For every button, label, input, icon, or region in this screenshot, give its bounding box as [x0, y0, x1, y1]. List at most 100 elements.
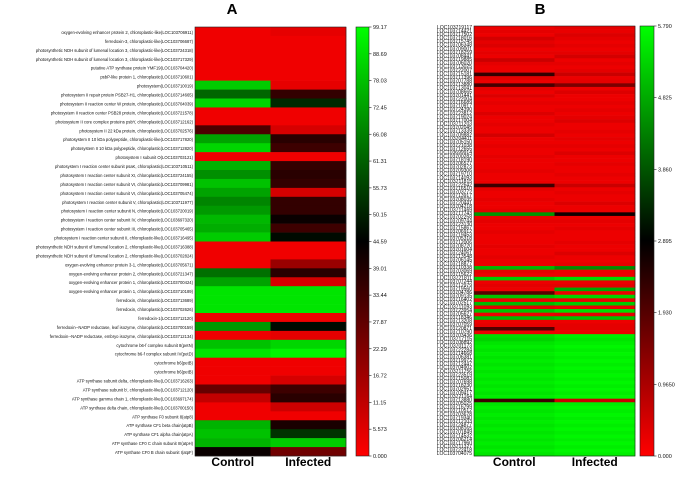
heatmap-cell [474, 380, 555, 385]
heatmap-cell [270, 107, 347, 117]
heatmap-cell [474, 398, 555, 403]
heatmap-cell [554, 226, 636, 231]
heatmap-cell [474, 119, 555, 124]
heatmap-cell [474, 58, 555, 63]
heatmap-cell [474, 334, 555, 339]
heatmap-cell [195, 125, 271, 135]
row-label: LOC103723519 [437, 372, 473, 378]
heatmap-cell [474, 416, 555, 421]
colorbar-tick-label: 78.03 [373, 79, 387, 85]
heatmap-cell [270, 152, 347, 162]
heatmap-cell [554, 101, 636, 106]
heatmap-cell [195, 53, 271, 64]
row-label: LOC103721164 [437, 394, 472, 400]
colorbar-tick-label: 27.87 [373, 320, 387, 326]
heatmap-cell [474, 244, 555, 249]
heatmap-cell [474, 294, 555, 299]
heatmap-cell [270, 170, 347, 180]
heatmap-cells-a [195, 27, 347, 457]
heatmap-cell [270, 429, 347, 439]
row-label: LOC103716689 [437, 100, 473, 106]
row-label: LOC103711203 [437, 122, 472, 128]
column-labels-b: Control Infected [493, 455, 618, 469]
heatmap-cell [270, 125, 347, 135]
heatmap-cell [474, 226, 555, 231]
heatmap-cell [554, 284, 636, 288]
heatmap-cell [474, 83, 555, 88]
heatmap-cell [554, 241, 636, 245]
heatmap-cell [554, 158, 636, 163]
heatmap-cell [474, 441, 555, 446]
heatmap-cell [474, 147, 555, 152]
heatmap-cell [474, 430, 555, 435]
heatmap-cell [195, 339, 271, 350]
heatmap-cell [474, 43, 555, 48]
heatmap-cell [474, 115, 555, 120]
heatmap-cell [554, 294, 636, 299]
heatmap-cell [554, 298, 636, 303]
heatmap-cell [554, 51, 636, 55]
heatmap-cell [270, 232, 347, 242]
heatmap-cell [554, 244, 636, 249]
heatmap-cell [554, 391, 636, 396]
heatmap-cell [474, 337, 555, 342]
row-label: LOC103708892 [437, 340, 473, 346]
heatmap-cell [195, 205, 271, 215]
row-label: ferredoxin--NADP reductase, embryo isozy… [50, 334, 194, 339]
heatmap-cell [270, 35, 347, 46]
row-label: LOC103718259 [437, 50, 473, 56]
heatmap-cell [474, 176, 555, 181]
heatmap-cell [474, 420, 555, 425]
heatmap-cell [270, 357, 347, 367]
heatmap-cell [474, 402, 555, 407]
heatmap-cell [474, 219, 555, 224]
colorbar-tick-label: 88.69 [373, 52, 387, 58]
heatmap-cell [554, 441, 636, 446]
row-label: LOC103719340 [437, 415, 473, 421]
heatmap-cell [270, 268, 347, 278]
row-label: photosystem I reaction center subunit II… [54, 236, 193, 241]
heatmap-cell [195, 196, 271, 207]
row-label: ATP synthase F0 subunit 8(atp8) [132, 414, 193, 419]
row-label: LOC103701173 [437, 344, 472, 350]
heatmap-cell [554, 129, 636, 134]
heatmap-cell [474, 370, 555, 374]
heatmap-cell [554, 251, 636, 256]
heatmap-cell [195, 143, 271, 153]
row-label: oxygen-evolving enhancer protein 2, chlo… [69, 271, 194, 276]
row-label: LOC103713917 [437, 193, 473, 199]
heatmap-cell [554, 104, 636, 109]
row-label: LOC103702258 [437, 215, 473, 221]
colorbar-tick-label: 33.44 [373, 293, 387, 299]
heatmap-cell [270, 89, 347, 99]
heatmap-cell [474, 33, 555, 38]
heatmap-cell [474, 190, 555, 195]
heatmap-cell [474, 208, 555, 213]
heatmap-cell [270, 241, 347, 251]
colorbar-tick-label: 0.000 [658, 454, 672, 460]
heatmap-cell [474, 129, 555, 134]
heatmap-cell [554, 215, 636, 220]
heatmap-cell [554, 208, 636, 213]
heatmap-cell [554, 269, 636, 274]
heatmap-cell [474, 180, 555, 184]
heatmap-cell [554, 172, 636, 177]
heatmap-cell [554, 72, 636, 77]
heatmap-cell [554, 258, 636, 263]
row-label: photosystem II 10 kDa polypeptide, chlor… [71, 146, 194, 151]
row-label: ATP synthase delta chain, chloroplastic-… [80, 405, 193, 410]
row-label: LOC103710790 [437, 329, 473, 335]
row-label: LOC103719710 [437, 172, 473, 178]
heatmap-cell [554, 380, 636, 385]
heatmap-cell [474, 348, 555, 353]
row-label: LOC103713208 [437, 319, 473, 325]
heatmap-cell [474, 287, 555, 292]
heatmap-cell [195, 62, 271, 72]
row-label: LOC103717743 [437, 211, 473, 217]
heatmap-cell [474, 97, 555, 102]
colorbar-tick-label: 55.73 [373, 186, 387, 192]
colorbar-gradient [639, 25, 655, 457]
row-label: LOC103716510 [437, 186, 473, 192]
heatmap-cell [195, 89, 271, 99]
heatmap-cell [195, 44, 271, 55]
